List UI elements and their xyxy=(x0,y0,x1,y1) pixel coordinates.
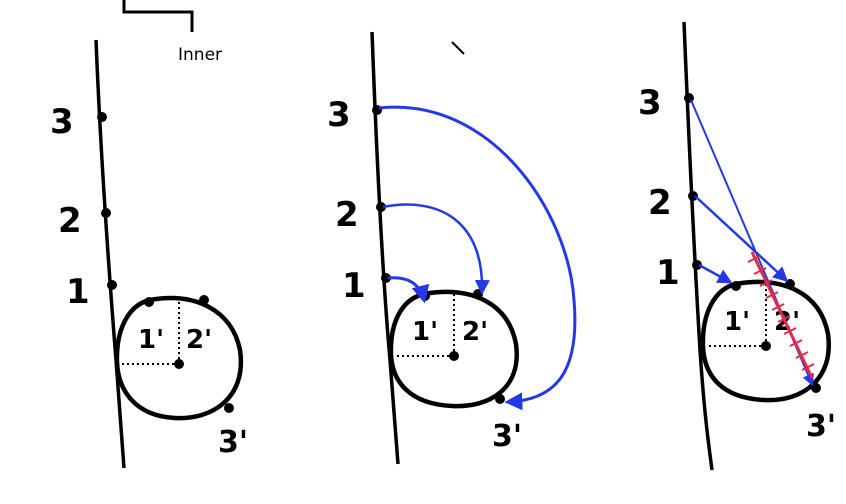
circle-label-2: 2' xyxy=(462,317,488,347)
circle-label-1: 1' xyxy=(724,307,750,337)
point-3-prime xyxy=(495,394,505,404)
circle-label-1: 1' xyxy=(138,325,164,355)
point-1 xyxy=(692,260,702,270)
line-label-2: 2 xyxy=(335,195,359,235)
line-label-3: 3 xyxy=(50,102,74,142)
vertical-line xyxy=(370,31,400,465)
point-2-prime xyxy=(199,295,209,305)
circle-label-3: 3' xyxy=(218,425,248,460)
line-label-1: 1 xyxy=(342,266,366,306)
line-label-2: 2 xyxy=(58,201,82,241)
point-2 xyxy=(688,191,698,201)
point-3-prime xyxy=(811,383,821,393)
point-3-prime xyxy=(224,403,234,413)
panel-1: 3 2 1 1' 2' 3' xyxy=(50,39,248,469)
arrow-3-to-3prime xyxy=(378,105,577,411)
circle xyxy=(388,289,519,409)
point-1 xyxy=(381,273,391,283)
strike-through-scribble xyxy=(747,251,815,379)
panel-3: 3 2 1 1' 2' 3' xyxy=(638,21,836,471)
circle-label-3: 3' xyxy=(492,419,522,454)
line-label-3: 3 xyxy=(638,83,662,123)
arrow-2-to-2prime xyxy=(382,203,490,295)
arrow-2-to-2prime xyxy=(694,195,789,283)
point-1-prime xyxy=(144,297,154,307)
circle xyxy=(114,295,244,421)
circle xyxy=(700,279,832,403)
point-2 xyxy=(376,202,386,212)
line-label-1: 1 xyxy=(66,272,90,312)
line-label-3: 3 xyxy=(327,95,351,135)
circle-label-3: 3' xyxy=(806,409,836,444)
line-label-1: 1 xyxy=(656,253,680,293)
inner-caption: Inner xyxy=(178,45,222,65)
vertical-line xyxy=(682,21,714,471)
circle-label-1: 1' xyxy=(412,317,438,347)
arrow-1-to-1prime xyxy=(387,276,430,304)
vertical-line xyxy=(94,39,126,469)
panel-2: 3 2 1 1' 2' 3' xyxy=(327,31,577,465)
point-1-prime xyxy=(731,281,741,291)
point-3 xyxy=(97,112,107,122)
circle-label-2: 2' xyxy=(186,325,212,355)
point-2-prime xyxy=(785,279,795,289)
arrow-1-to-1prime xyxy=(698,263,733,284)
point-1 xyxy=(107,280,117,290)
point-2 xyxy=(101,208,111,218)
line-label-2: 2 xyxy=(648,183,672,223)
header-sketch: Inner xyxy=(122,0,465,65)
